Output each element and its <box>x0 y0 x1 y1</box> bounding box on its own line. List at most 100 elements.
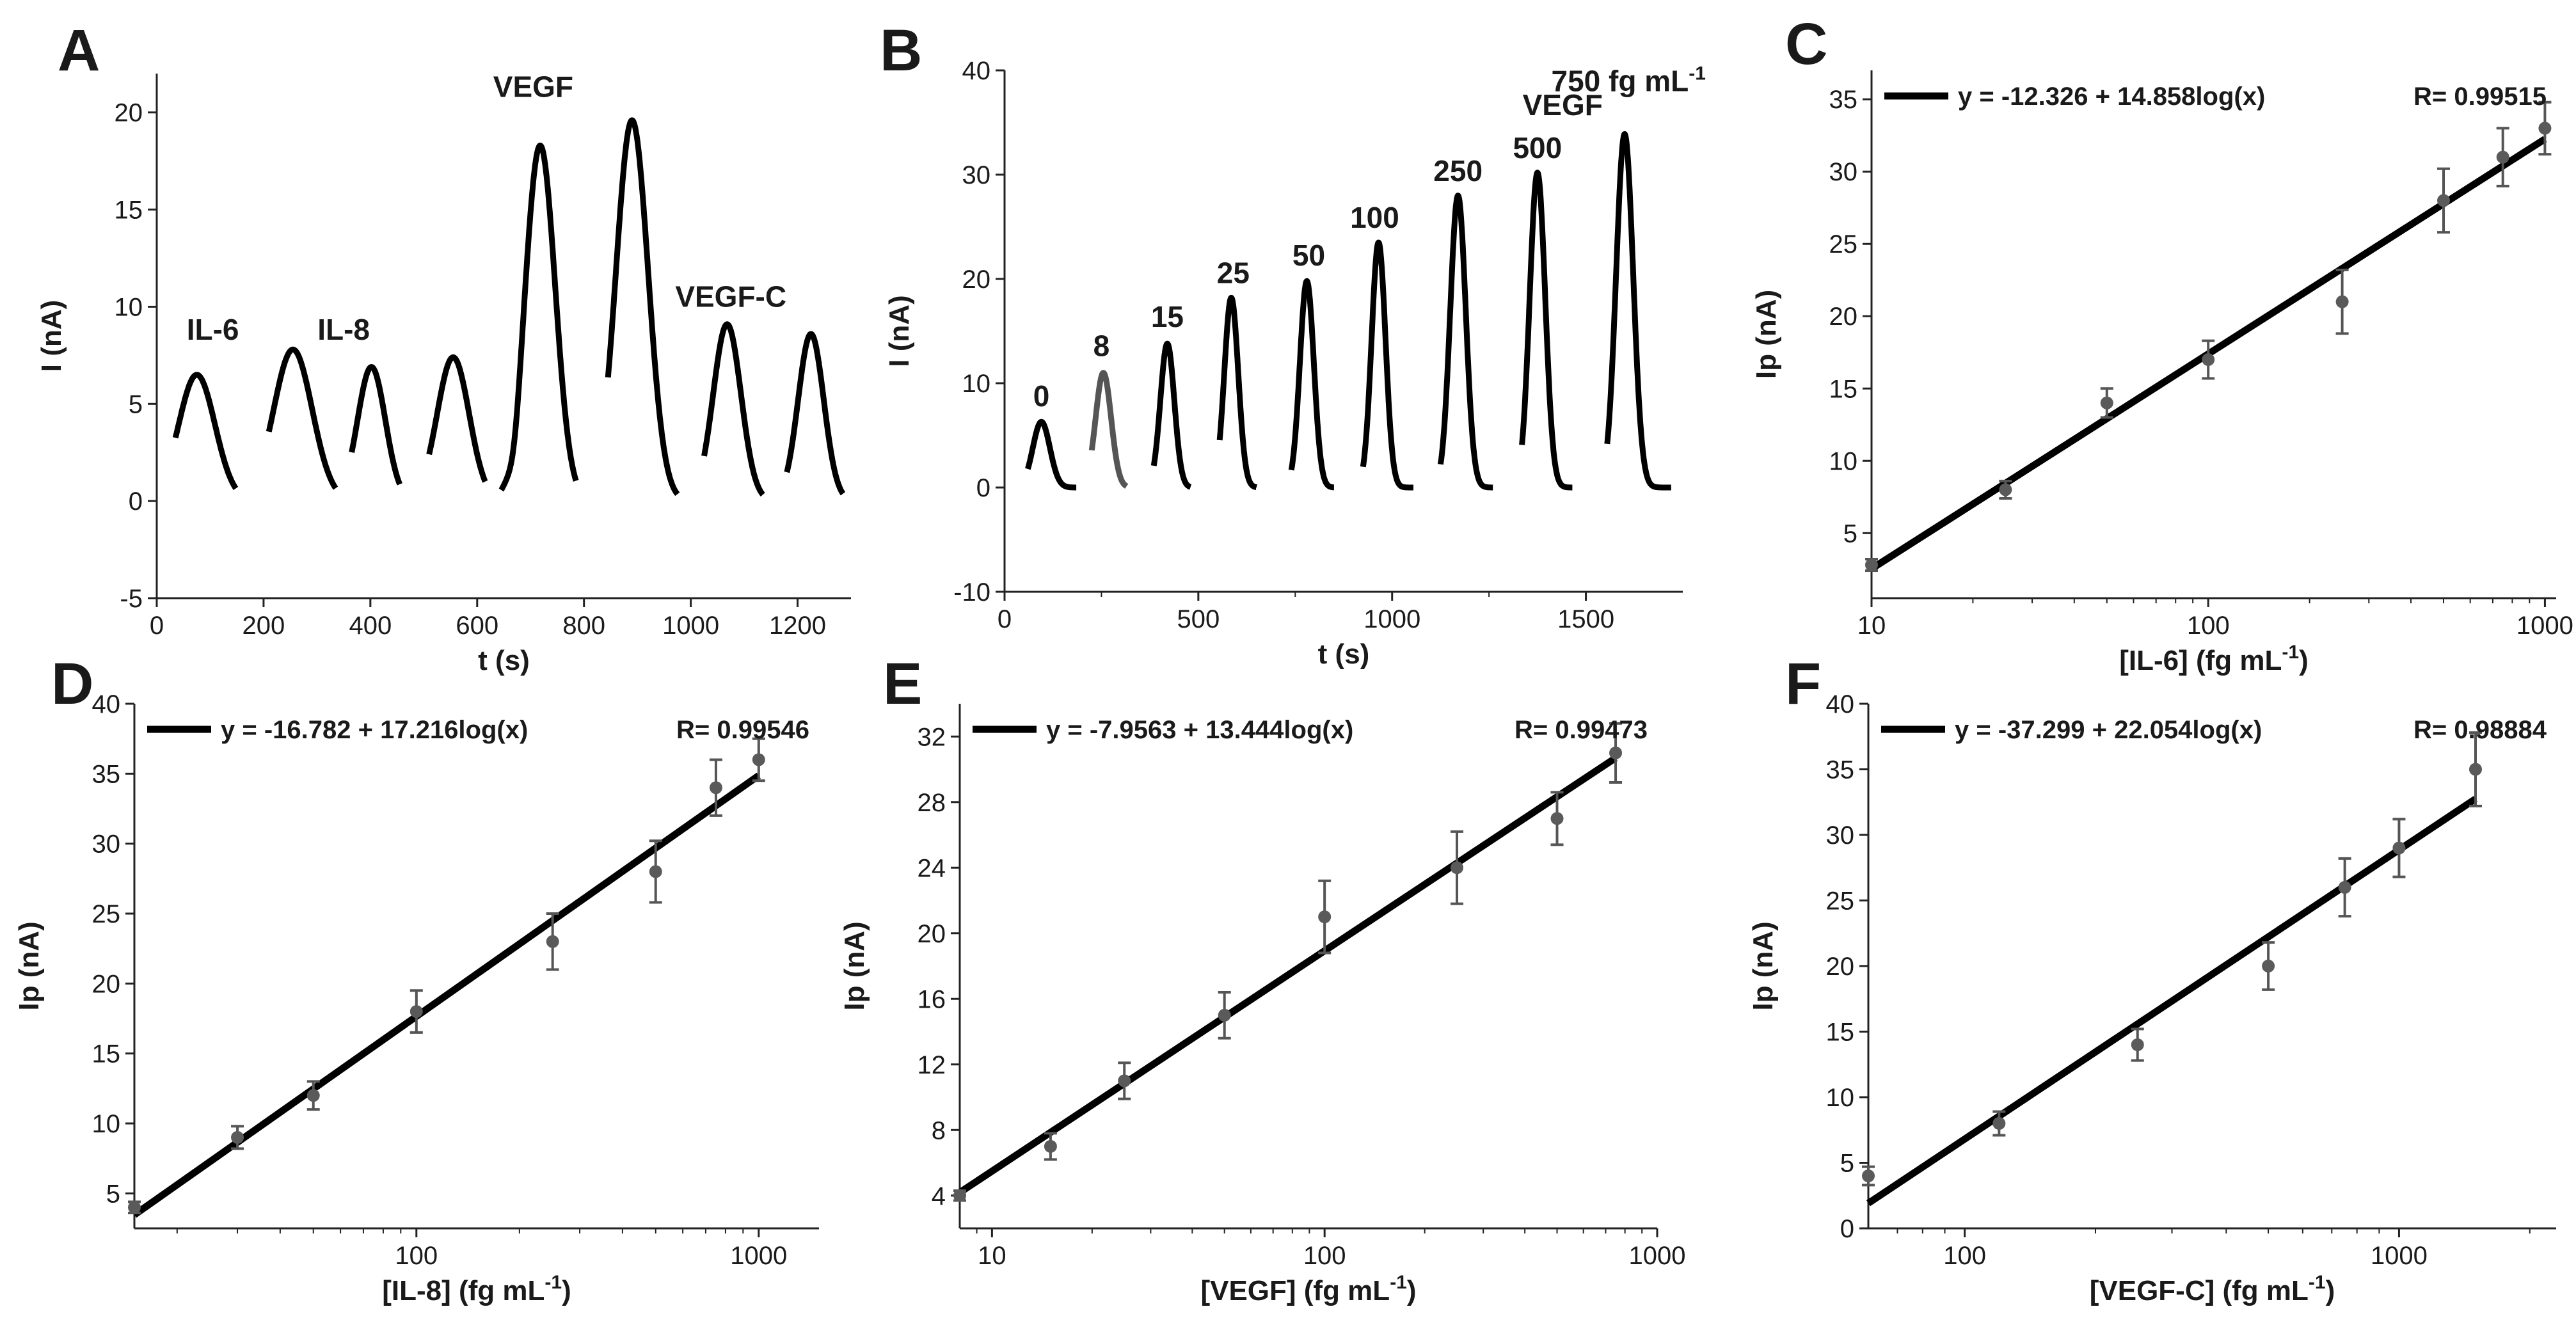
peak-trace-8 <box>1519 170 1575 491</box>
data-point <box>1318 910 1332 924</box>
peak-trace-1 <box>1025 418 1079 491</box>
x-tick-label: 0 <box>150 612 164 640</box>
peak-annotation: IL-8 <box>317 313 370 346</box>
x-tick-label: 1000 <box>1629 1242 1686 1270</box>
peak-trace-7 <box>1437 193 1496 491</box>
data-point <box>231 1130 244 1144</box>
y-tick-label: 30 <box>1829 158 1858 186</box>
r-value: R= 0.98884 <box>2413 716 2547 744</box>
x-tick-label: 600 <box>456 612 498 640</box>
data-point <box>546 935 559 948</box>
y-tick-label: 40 <box>1826 690 1855 718</box>
data-point <box>306 1089 320 1102</box>
peak-trace-4 <box>426 354 488 484</box>
x-tick-label: 100 <box>1943 1242 1986 1270</box>
panel-letter-a: A <box>58 18 100 83</box>
y-axis-label: Ip (nA) <box>839 921 870 1010</box>
x-tick-label: 1000 <box>2371 1242 2428 1270</box>
x-tick-label: 800 <box>562 612 605 640</box>
peak-annotation: IL-6 <box>187 313 239 346</box>
x-tick-label: 10 <box>1857 612 1886 640</box>
y-tick-label: 10 <box>962 370 991 398</box>
peak-annotation: VEGF-C <box>675 280 786 313</box>
x-tick-label: 1000 <box>662 612 719 640</box>
y-axis-label: Ip (nA) <box>1751 290 1782 379</box>
y-tick-label: 15 <box>115 196 143 225</box>
y-tick-label: 4 <box>932 1182 946 1210</box>
data-point <box>1218 1008 1231 1022</box>
y-tick-label: 28 <box>918 789 946 817</box>
x-tick-label: 100 <box>2187 612 2230 640</box>
peak-trace-6 <box>605 117 680 496</box>
panel-d: D 5 10 15 20 25 30 35 40 100 1000 [IL-8] (fg mL-1) I… <box>13 651 819 1306</box>
panel-letter-b: B <box>880 18 922 83</box>
y-tick-label: 25 <box>92 900 121 928</box>
y-tick-label: 10 <box>92 1110 121 1138</box>
y-tick-label: 20 <box>918 920 946 948</box>
peak-trace-5 <box>1288 278 1337 491</box>
y-tick-label: 40 <box>962 57 991 85</box>
y-tick-label: 20 <box>962 266 991 294</box>
data-point <box>2538 122 2552 135</box>
peak-annotation: VEGF <box>493 70 573 103</box>
x-tick-label: 100 <box>395 1242 438 1270</box>
peak-annotation: 25 <box>1217 257 1250 290</box>
y-tick-label: 30 <box>962 161 991 189</box>
data-point <box>1862 1169 1875 1182</box>
data-point <box>709 781 722 795</box>
y-axis-label: Ip (nA) <box>13 921 45 1010</box>
x-axis-label: t (s) <box>478 645 530 676</box>
x-tick-label: 10 <box>978 1242 1006 1270</box>
y-tick-label: -10 <box>953 578 990 607</box>
panel-c: C 5 10 15 20 25 30 35 10 100 1000 [IL-6] (fg mL-1) I… <box>1751 12 2573 676</box>
fit-equation: y = -12.326 + 14.858log(x) <box>1958 83 2265 111</box>
x-axis-label: [VEGF] (fg mL-1) <box>1200 1272 1416 1306</box>
y-tick-label: 25 <box>1829 230 1858 258</box>
y-tick-label: 20 <box>115 99 143 127</box>
data-point <box>2262 960 2275 972</box>
y-tick-label: 10 <box>1826 1084 1855 1112</box>
peak-trace-8 <box>784 331 846 496</box>
y-tick-label: 32 <box>918 723 946 751</box>
data-point <box>1044 1139 1057 1153</box>
peak-trace-9 <box>1604 131 1674 491</box>
y-tick-label: 5 <box>106 1180 120 1208</box>
peak-annotation: 8 <box>1093 329 1110 363</box>
concentration-unit-label: 750 fg mL-1 <box>1551 63 1705 98</box>
y-axis-label: I (nA) <box>36 300 67 372</box>
y-tick-label: 30 <box>1826 821 1855 850</box>
peak-trace-2 <box>1088 370 1129 489</box>
data-point <box>1999 483 2012 496</box>
fit-equation: y = -37.299 + 22.054log(x) <box>1955 716 2262 744</box>
y-tick-label: 12 <box>918 1051 946 1079</box>
peak-trace-2 <box>266 346 338 491</box>
peak-trace-5 <box>498 142 579 493</box>
data-point <box>2437 194 2451 207</box>
y-tick-label: 40 <box>92 690 121 718</box>
data-point <box>2496 150 2509 164</box>
y-tick-label: 20 <box>92 970 121 998</box>
data-point <box>1550 812 1564 825</box>
peak-annotation: VEGF <box>1523 88 1603 122</box>
y-tick-label: 35 <box>1829 86 1858 114</box>
x-tick-label: 1200 <box>769 612 826 640</box>
x-axis-label: [IL-6] (fg mL-1) <box>2119 642 2309 676</box>
fit-equation: y = -7.9563 + 13.444log(x) <box>1046 716 1353 744</box>
y-tick-label: 5 <box>1843 519 1857 548</box>
x-tick-label: 1000 <box>730 1242 787 1270</box>
panel-e: E 4 8 12 16 20 24 28 32 10 100 1000 [VEGF] (fg mL-1)… <box>839 651 1685 1306</box>
y-tick-label: 8 <box>932 1116 946 1145</box>
peak-trace-4 <box>1216 294 1259 490</box>
y-tick-label: 20 <box>1829 303 1858 331</box>
peak-trace-3 <box>349 364 402 487</box>
r-value: R= 0.99473 <box>1515 716 1648 744</box>
x-tick-label: 500 <box>1177 605 1220 633</box>
r-value: R= 0.99546 <box>676 716 809 744</box>
x-axis-label: [IL-8] (fg mL-1) <box>382 1272 571 1306</box>
y-tick-label: 30 <box>92 830 121 859</box>
panel-letter-c: C <box>1785 12 1827 77</box>
data-point <box>2335 295 2349 308</box>
peak-annotation: 15 <box>1151 300 1184 333</box>
y-tick-label: 5 <box>129 390 143 418</box>
